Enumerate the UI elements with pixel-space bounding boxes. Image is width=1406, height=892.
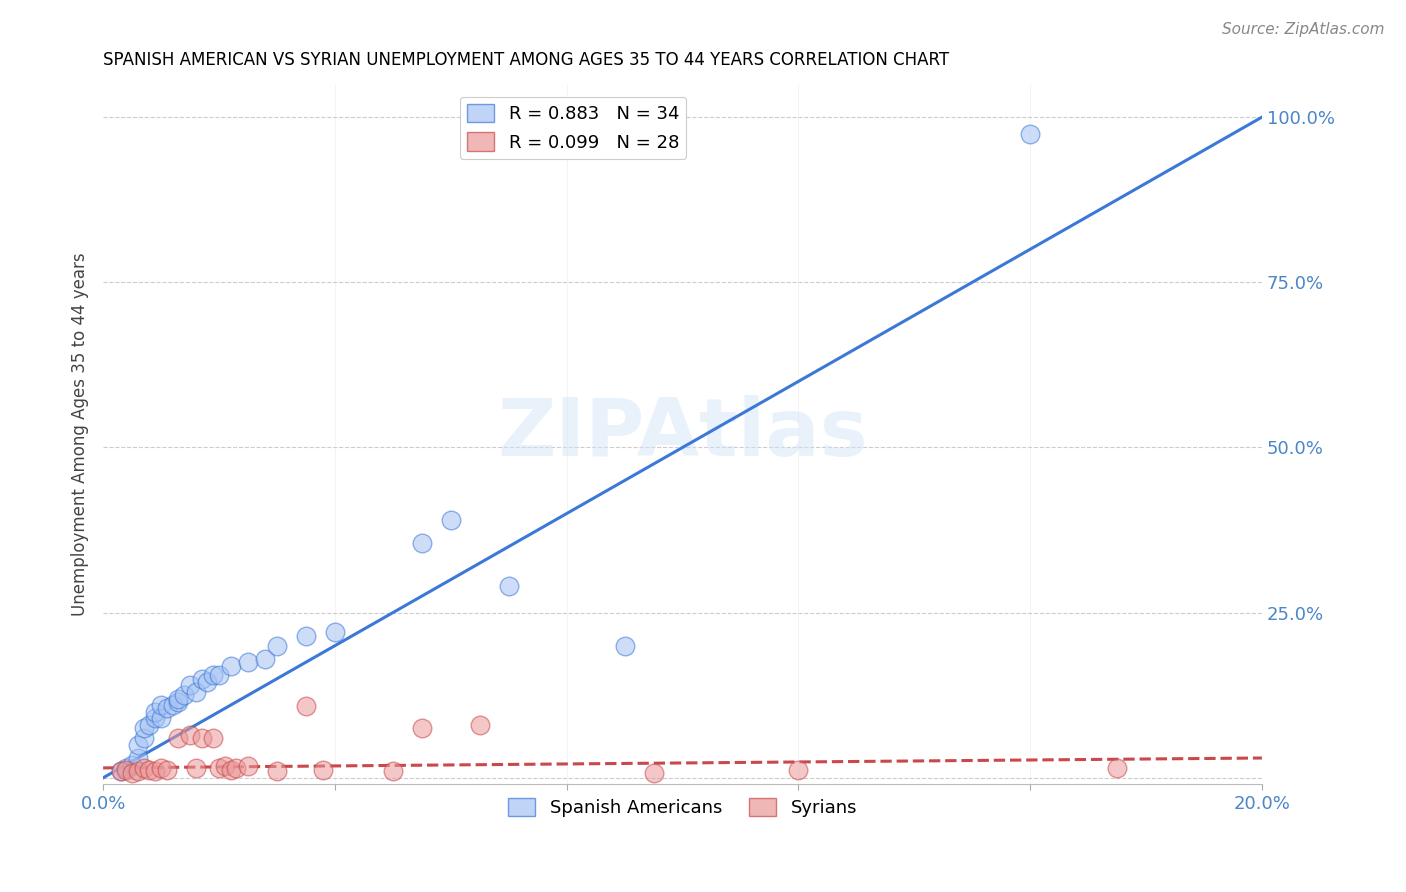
Point [138, 718, 160, 732]
Point [266, 639, 288, 653]
Point [613, 639, 636, 653]
Point [110, 764, 132, 779]
Point [643, 765, 665, 780]
Point [184, 761, 207, 775]
Point [173, 688, 195, 702]
Point [156, 763, 179, 777]
Point [127, 764, 149, 779]
Point [150, 698, 173, 713]
Point [236, 655, 259, 669]
Point [179, 728, 201, 742]
Point [468, 718, 491, 732]
Point [498, 579, 520, 593]
Legend: Spanish Americans, Syrians: Spanish Americans, Syrians [501, 790, 865, 824]
Point [143, 764, 166, 779]
Point [440, 513, 463, 527]
Point [312, 763, 335, 777]
Point [121, 757, 143, 772]
Point [143, 705, 166, 719]
Point [225, 761, 247, 775]
Point [156, 701, 179, 715]
Point [266, 764, 288, 779]
Text: Source: ZipAtlas.com: Source: ZipAtlas.com [1222, 22, 1385, 37]
Point [150, 761, 173, 775]
Point [132, 731, 155, 746]
Point [254, 652, 277, 666]
Point [214, 759, 236, 773]
Point [381, 764, 404, 779]
Point [219, 763, 242, 777]
Point [184, 685, 207, 699]
Point [138, 763, 160, 777]
Point [190, 672, 212, 686]
Point [202, 731, 225, 746]
Point [179, 678, 201, 692]
Point [132, 721, 155, 735]
Point [202, 668, 225, 682]
Point [295, 699, 318, 714]
Point [121, 765, 143, 780]
Point [236, 759, 259, 773]
Point [197, 675, 219, 690]
Point [115, 763, 138, 777]
Point [167, 695, 190, 709]
Point [150, 711, 173, 725]
Point [190, 731, 212, 746]
Point [295, 629, 318, 643]
Point [132, 761, 155, 775]
Text: SPANISH AMERICAN VS SYRIAN UNEMPLOYMENT AMONG AGES 35 TO 44 YEARS CORRELATION CH: SPANISH AMERICAN VS SYRIAN UNEMPLOYMENT … [103, 51, 949, 69]
Point [1105, 761, 1128, 775]
Y-axis label: Unemployment Among Ages 35 to 44 years: Unemployment Among Ages 35 to 44 years [72, 252, 89, 616]
Point [127, 751, 149, 765]
Point [208, 761, 231, 775]
Point [127, 738, 149, 752]
Point [1019, 127, 1042, 141]
Point [110, 764, 132, 779]
Point [167, 731, 190, 746]
Point [162, 698, 184, 713]
Point [208, 668, 231, 682]
Point [115, 761, 138, 775]
Point [219, 658, 242, 673]
Point [143, 711, 166, 725]
Point [787, 763, 810, 777]
Point [323, 625, 346, 640]
Text: ZIPAtlas: ZIPAtlas [498, 395, 868, 474]
Point [411, 721, 433, 735]
Point [411, 536, 433, 550]
Point [167, 691, 190, 706]
